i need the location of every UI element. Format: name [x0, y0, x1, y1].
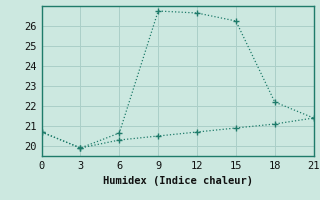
- X-axis label: Humidex (Indice chaleur): Humidex (Indice chaleur): [103, 176, 252, 186]
